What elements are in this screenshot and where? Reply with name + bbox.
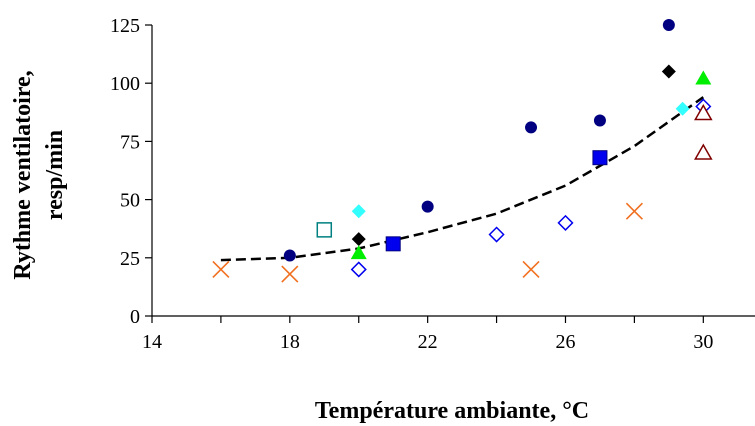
x-tick-label: 26 (555, 331, 575, 353)
data-point-square-filled (385, 236, 401, 252)
data-point-triangle-filled (350, 245, 367, 260)
axis-titles: Température ambiante, °C Rythme ventilat… (10, 70, 589, 424)
data-point-diamond-filled (351, 204, 366, 219)
y-tick-label: 0 (130, 306, 140, 328)
data-point-triangle-open (694, 143, 713, 160)
y-tick-label: 50 (120, 190, 140, 212)
data-point-diamond-filled (661, 64, 676, 79)
data-point-diamond-filled (351, 232, 366, 247)
data-point-diamond-open (350, 261, 367, 278)
cross-stroke (625, 202, 643, 220)
data-point-cross (522, 260, 540, 279)
y-tick-label: 25 (120, 248, 140, 270)
y-tick-label: 75 (120, 131, 140, 153)
data-point-diamond-open (488, 226, 505, 243)
cross-stroke (212, 260, 230, 279)
trendline-group (220, 96, 705, 262)
data-point-triangle-open (694, 103, 713, 121)
x-tick-label: 18 (280, 331, 300, 353)
data-points (212, 19, 713, 283)
x-tick-label: 14 (142, 331, 162, 353)
data-point-circle-filled (593, 114, 606, 127)
data-point-cross (281, 265, 299, 283)
data-point-circle-filled (525, 121, 538, 134)
cross-stroke (281, 265, 299, 283)
y-tick-label: 125 (110, 15, 140, 37)
trendline (220, 96, 705, 262)
x-tick-label: 30 (693, 331, 713, 353)
data-point-cross (625, 202, 643, 220)
data-point-square-open (316, 222, 333, 238)
y-axis-title-line1: Rythme ventilatoire, (10, 70, 36, 279)
x-tick-label: 22 (418, 331, 438, 353)
data-point-triangle-filled (695, 70, 712, 85)
data-point-diamond-open (557, 214, 574, 231)
data-point-square-filled (592, 150, 608, 166)
x-axis-title: Température ambiante, °C (315, 398, 589, 424)
data-point-circle-filled (421, 200, 434, 213)
data-point-cross (212, 260, 230, 279)
axes: 0 25 50 75 100 125 14 18 22 26 30 (110, 15, 755, 353)
cross-stroke (522, 260, 540, 279)
data-point-circle-filled (283, 249, 296, 262)
y-axis-title-line2: resp/min (42, 130, 68, 220)
data-point-diamond-filled (675, 101, 690, 116)
data-point-circle-filled (662, 19, 675, 31)
y-tick-label: 100 (110, 73, 140, 95)
